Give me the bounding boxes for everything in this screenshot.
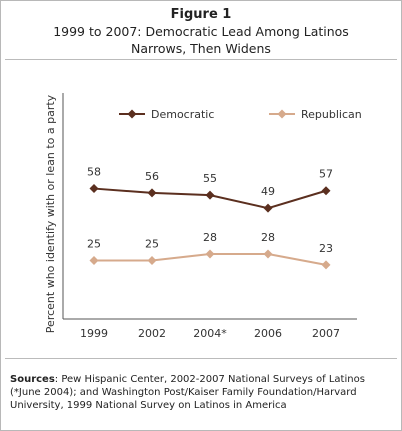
figure-label: Figure 1: [170, 7, 232, 22]
value-label: 55: [203, 172, 217, 185]
data-point: [263, 249, 273, 259]
chart: Percent who identify with or lean to a p…: [44, 93, 362, 340]
chart-area: [5, 59, 397, 359]
x-tick-label: 2002: [138, 327, 166, 340]
chart-title: Narrows, Then Widens: [131, 41, 271, 56]
data-point: [321, 186, 331, 196]
data-point: [147, 256, 157, 265]
data-point: [89, 256, 99, 265]
data-point: [147, 188, 157, 198]
data-point: [205, 249, 215, 259]
y-axis-label: Percent who identify with or lean to a p…: [44, 94, 57, 333]
value-label: 23: [319, 242, 333, 255]
data-point: [321, 260, 331, 270]
x-tick-label: 1999: [80, 327, 108, 340]
value-label: 28: [261, 231, 275, 244]
value-label: 25: [145, 238, 159, 251]
legend-marker: [127, 109, 137, 119]
value-label: 25: [87, 238, 101, 251]
source-note: Sources: Pew Hispanic Center, 2002-2007 …: [10, 374, 365, 411]
data-point: [89, 184, 99, 194]
legend-marker: [277, 109, 287, 119]
value-label: 49: [261, 185, 275, 198]
source-label: Sources: [10, 374, 55, 385]
legend-label: Democratic: [151, 108, 214, 121]
legend-label: Republican: [301, 108, 362, 121]
value-label: 28: [203, 231, 217, 244]
x-tick-label: 2004*: [193, 327, 227, 340]
x-tick-label: 2007: [312, 327, 340, 340]
data-point: [263, 203, 273, 213]
value-label: 56: [145, 170, 159, 183]
chart-title: 1999 to 2007: Democratic Lead Among Lati…: [53, 24, 349, 39]
value-label: 57: [319, 168, 333, 181]
source-text: Pew Hispanic Center, 2002-2007 National …: [10, 374, 365, 411]
data-point: [205, 190, 215, 200]
value-label: 58: [87, 166, 101, 179]
x-tick-label: 2006: [254, 327, 282, 340]
